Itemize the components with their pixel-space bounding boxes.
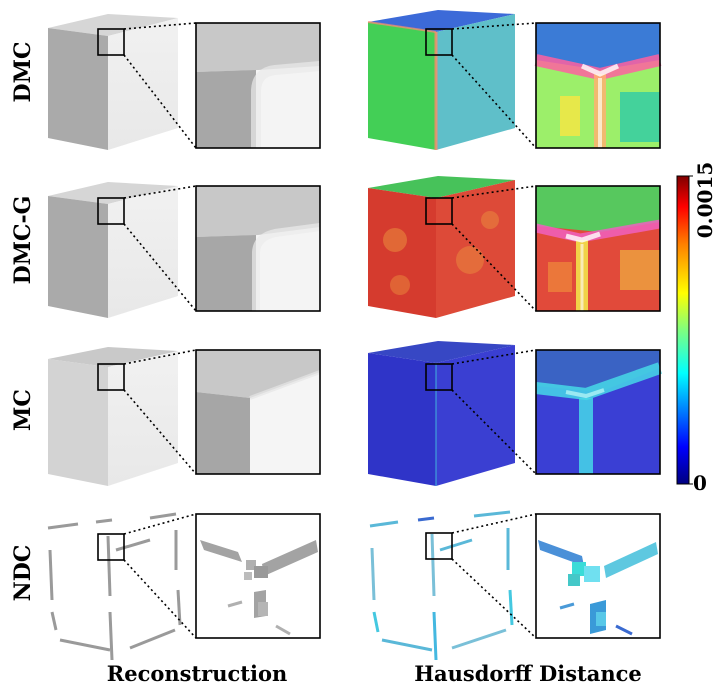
dmc-hausdorff-zoom-marker: [425, 28, 453, 56]
dmc-g-recon-zoom-marker: [97, 197, 125, 225]
dmc-reconstruction-cube: [48, 14, 178, 150]
dmc-g-hausdorff-cube: [368, 176, 515, 318]
row-dmc: [48, 10, 662, 150]
mc-recon-zoom-marker: [97, 363, 125, 391]
column-label-reconstruction: Reconstruction: [107, 661, 287, 686]
column-label-hausdorff-distance: Hausdorff Distance: [414, 661, 642, 686]
dmc-hausdorff-cube: [367, 10, 515, 150]
mc-recon-zoom-inset: [195, 349, 321, 475]
row-ndc: [47, 510, 661, 661]
row-label-dmc: DMC: [10, 42, 36, 103]
mc-hausdorff-zoom-marker: [425, 363, 453, 391]
mc-hausdorff-zoom-inset: [535, 349, 662, 475]
dmc-recon-zoom-marker: [97, 28, 125, 56]
column-labels: Reconstruction Hausdorff Distance: [107, 661, 642, 686]
dmc-g-hausdorff-zoom-inset: [535, 185, 661, 312]
dmc-hausdorff-zoom-inset: [534, 22, 662, 149]
mc-reconstruction-cube: [48, 347, 178, 486]
ndc-reconstruction-cube: [47, 512, 182, 661]
ndc-hausdorff-zoom-marker: [425, 532, 453, 560]
row-label-mc: MC: [10, 389, 36, 431]
row-mc: [48, 341, 662, 486]
ndc-hausdorff-zoom-inset: [535, 513, 661, 639]
colorbar: 0.0015 0: [676, 162, 717, 495]
ndc-hausdorff-cube: [369, 510, 514, 661]
dmc-g-hausdorff-zoom-marker: [425, 197, 453, 225]
row-labels: DMC DMC-G MC NDC: [10, 42, 36, 602]
colorbar-min-label: 0: [693, 471, 707, 495]
colorbar-gradient: [676, 175, 690, 485]
dmc-g-reconstruction-cube: [48, 182, 178, 318]
row-label-ndc: NDC: [10, 545, 36, 602]
mc-hausdorff-cube: [368, 341, 515, 486]
ndc-recon-zoom-marker: [97, 533, 125, 561]
row-dmc-g: [48, 176, 661, 318]
dmc-recon-zoom-inset: [195, 22, 321, 149]
dmc-g-recon-zoom-inset: [195, 185, 321, 312]
row-label-dmc-g: DMC-G: [10, 196, 36, 285]
colorbar-max-label: 0.0015: [693, 162, 717, 239]
ndc-recon-zoom-inset: [195, 513, 321, 639]
